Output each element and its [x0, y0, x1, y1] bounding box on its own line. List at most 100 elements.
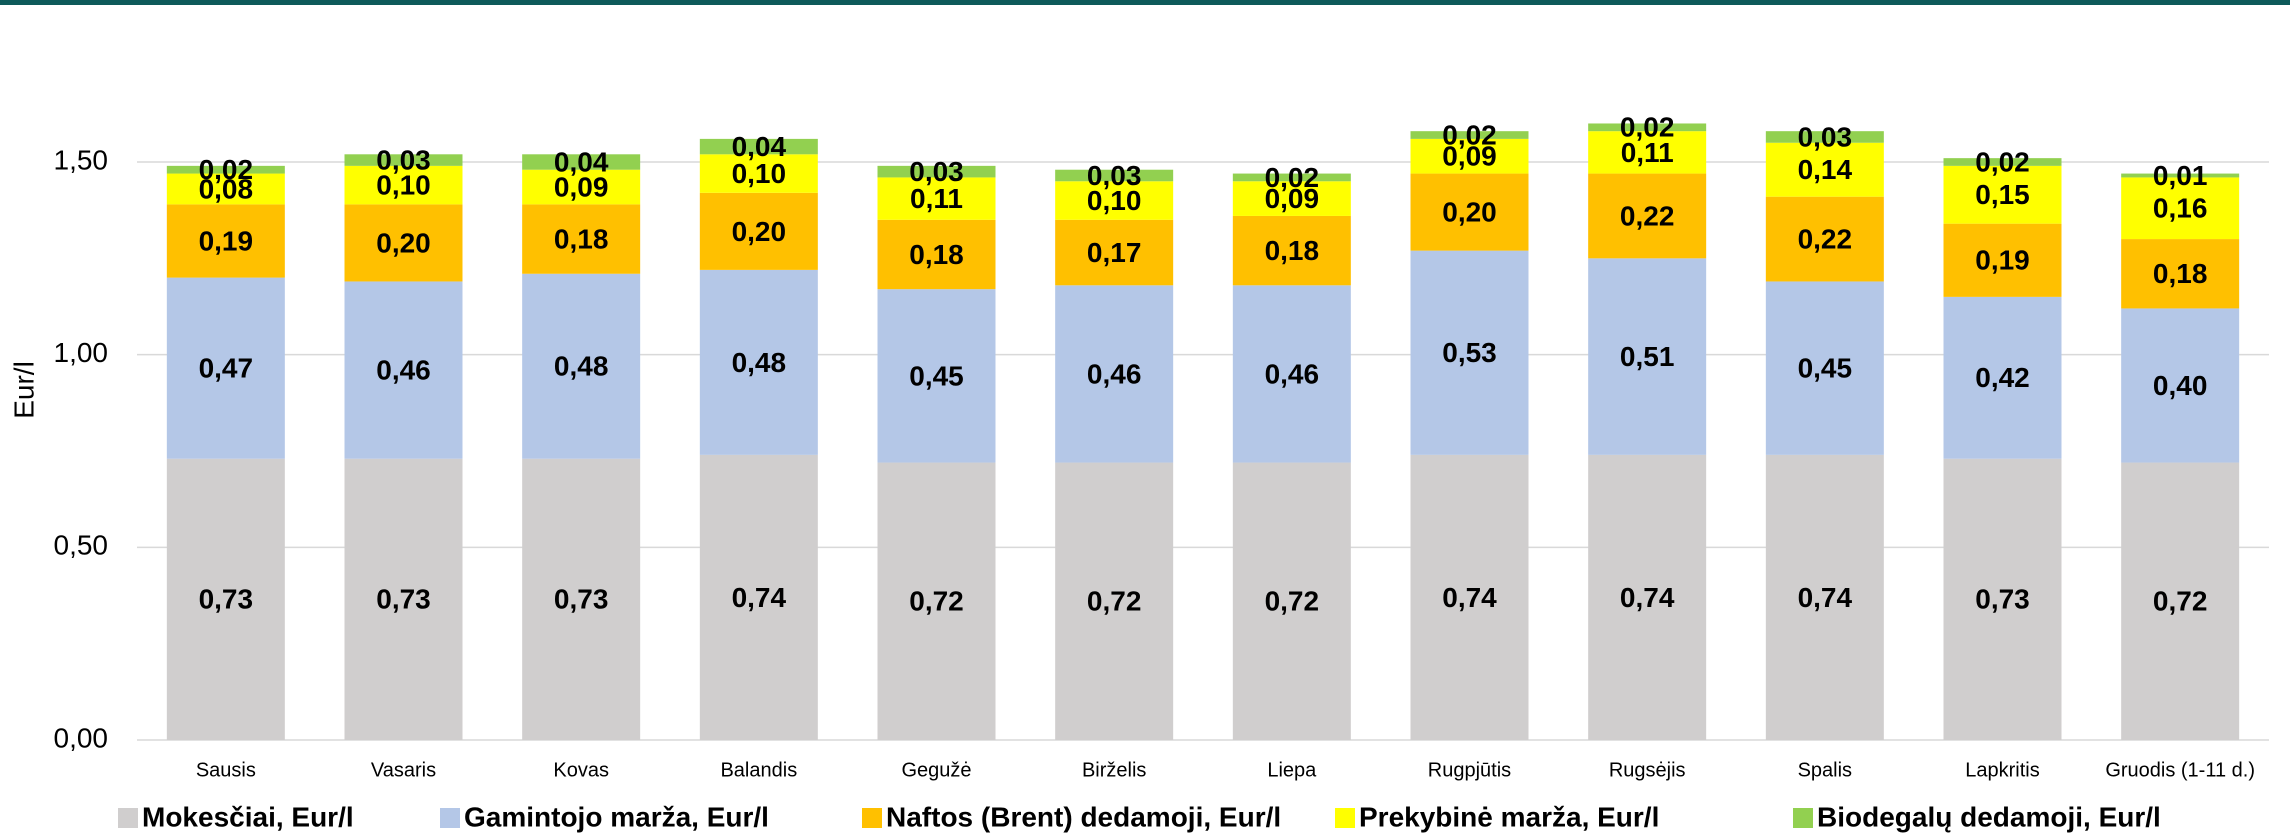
data-label: 0,74: [732, 582, 787, 613]
data-label: 0,02: [1620, 112, 1675, 143]
data-label: 0,20: [376, 227, 431, 258]
data-label: 0,01: [2153, 160, 2208, 191]
bar-segment: [166, 204, 285, 278]
data-label: 0,04: [554, 146, 609, 177]
bar-segment: [1232, 462, 1351, 740]
data-label: 0,17: [1087, 237, 1142, 268]
legend-swatch: [862, 808, 882, 828]
bar-segment: [1588, 454, 1707, 740]
data-label: 0,72: [1265, 586, 1320, 617]
data-label: 0,40: [2153, 370, 2208, 401]
bar-segment: [877, 462, 996, 740]
legend-label: Mokesčiai, Eur/l: [142, 801, 354, 832]
x-tick-label: Balandis: [720, 759, 797, 781]
data-label: 0,19: [1975, 245, 2030, 276]
bar-segment: [699, 192, 818, 270]
data-label: 0,22: [1798, 223, 1853, 254]
data-label: 0,03: [1798, 121, 1853, 152]
data-label: 0,18: [554, 223, 609, 254]
bar-segment: [522, 204, 641, 274]
x-tick-label: Lapkritis: [1965, 759, 2039, 781]
bar-segment: [1410, 250, 1529, 455]
data-label: 0,02: [199, 154, 254, 185]
bar-segment: [1765, 281, 1884, 455]
bar-segment: [2121, 177, 2240, 240]
bar-segment: [1588, 258, 1707, 455]
bar-segment: [1765, 454, 1884, 740]
x-tick-label: Birželis: [1082, 759, 1146, 781]
bar-segment: [166, 277, 285, 459]
data-label: 0,19: [199, 225, 254, 256]
data-label: 0,04: [732, 131, 787, 162]
data-label: 0,03: [909, 156, 964, 187]
data-label: 0,73: [376, 584, 431, 615]
data-label: 0,03: [376, 144, 431, 175]
bar-segment: [1055, 169, 1174, 182]
legend-swatch: [1335, 808, 1355, 828]
bar-segment: [1943, 158, 2062, 166]
bar-segment: [1232, 285, 1351, 463]
bar-segment: [699, 138, 818, 155]
x-tick-label: Spalis: [1798, 759, 1852, 781]
bar-segment: [522, 273, 641, 459]
bar-segment: [344, 281, 463, 459]
data-label: 0,72: [1087, 586, 1142, 617]
data-label: 0,02: [1975, 146, 2030, 177]
bar-segment: [522, 169, 641, 205]
data-label: 0,20: [1442, 196, 1497, 227]
x-tick-label: Gruodis (1-11 d.): [2105, 759, 2255, 781]
data-label: 0,51: [1620, 341, 1675, 372]
data-label: 0,18: [909, 239, 964, 270]
data-label: 0,48: [554, 351, 609, 382]
bar-segment: [1055, 181, 1174, 220]
data-label: 0,73: [1975, 584, 2030, 615]
data-label: 0,73: [554, 584, 609, 615]
data-label: 0,45: [909, 360, 964, 391]
x-tick-label: Rugsėjis: [1609, 759, 1686, 781]
bar-segment: [1410, 138, 1529, 174]
data-label: 0,72: [909, 586, 964, 617]
legend-swatch: [118, 808, 138, 828]
bar-segment: [1943, 296, 2062, 459]
x-tick-label: Liepa: [1267, 759, 1317, 781]
bar-segment: [877, 177, 996, 220]
data-label: 0,47: [199, 353, 254, 384]
bar-segment: [1232, 215, 1351, 286]
data-label: 0,11: [910, 183, 963, 214]
data-label: 0,73: [199, 584, 254, 615]
data-label: 0,72: [2153, 586, 2208, 617]
bar-segment: [1588, 123, 1707, 132]
bar-segment: [877, 289, 996, 463]
bar-segment: [1765, 131, 1884, 143]
x-tick-label: Kovas: [553, 759, 609, 781]
bar-segment: [1588, 131, 1707, 174]
legend-swatch: [440, 808, 460, 828]
data-label: 0,74: [1620, 582, 1675, 613]
x-tick-label: Sausis: [196, 759, 256, 781]
data-label: 0,20: [732, 216, 787, 247]
bar-segment: [877, 165, 996, 178]
data-label: 0,08: [199, 173, 254, 204]
bar-segment: [1232, 173, 1351, 182]
bar-segment: [344, 165, 463, 205]
bar-segment: [1232, 181, 1351, 216]
data-label: 0,53: [1442, 337, 1497, 368]
bar-segment: [1943, 165, 2062, 224]
y-tick-label: 0,50: [54, 530, 109, 561]
bar-segment: [166, 173, 285, 205]
x-tick-label: Gegužė: [901, 759, 971, 781]
legend-label: Prekybinė marža, Eur/l: [1359, 801, 1659, 832]
bar-segment: [1943, 223, 2062, 297]
data-label: 0,10: [376, 170, 431, 201]
data-label: 0,46: [1087, 358, 1142, 389]
bar-segment: [522, 154, 641, 170]
data-label: 0,22: [1620, 200, 1675, 231]
data-label: 0,10: [1087, 185, 1142, 216]
data-label: 0,02: [1265, 162, 1320, 193]
data-label: 0,02: [1442, 119, 1497, 150]
data-label: 0,18: [1265, 235, 1320, 266]
data-label: 0,10: [732, 158, 787, 189]
data-label: 0,46: [1265, 358, 1320, 389]
x-tick-label: Vasaris: [371, 759, 436, 781]
bar-segment: [344, 154, 463, 166]
